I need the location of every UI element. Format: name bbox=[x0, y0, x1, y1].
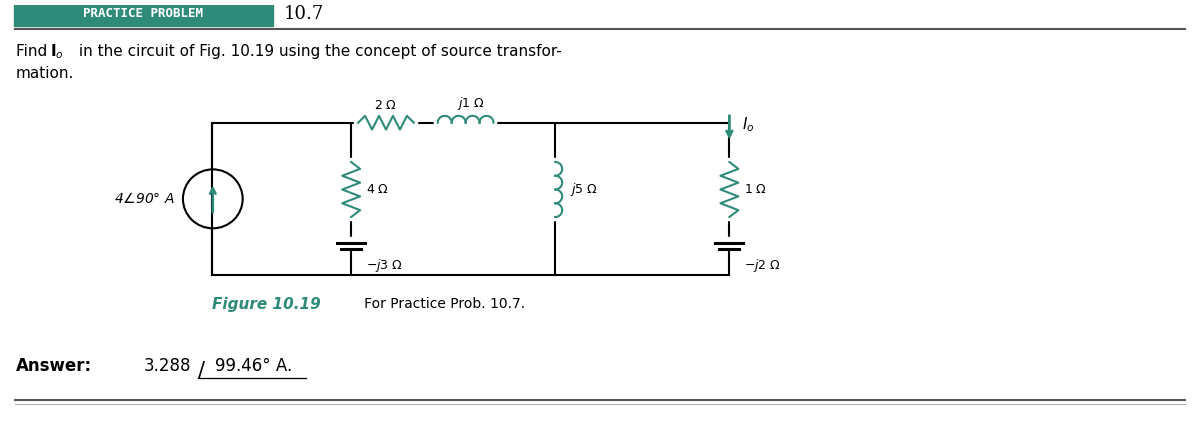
Text: $-j2\ \Omega$: $-j2\ \Omega$ bbox=[744, 257, 781, 274]
Text: 4$\angle$90° A: 4$\angle$90° A bbox=[114, 191, 175, 206]
FancyBboxPatch shape bbox=[13, 1, 272, 27]
Text: $j$5 $\Omega$: $j$5 $\Omega$ bbox=[570, 181, 598, 198]
Text: For Practice Prob. 10.7.: For Practice Prob. 10.7. bbox=[352, 298, 526, 311]
Text: 4 $\Omega$: 4 $\Omega$ bbox=[366, 183, 389, 196]
Text: $j$1 $\Omega$: $j$1 $\Omega$ bbox=[457, 95, 485, 112]
Text: 2 $\Omega$: 2 $\Omega$ bbox=[374, 99, 397, 112]
Text: PRACTICE PROBLEM: PRACTICE PROBLEM bbox=[83, 7, 203, 20]
Text: 99.46° A.: 99.46° A. bbox=[215, 357, 292, 375]
Text: /: / bbox=[198, 360, 205, 380]
Text: Answer:: Answer: bbox=[16, 357, 92, 375]
Text: in the circuit of Fig. 10.19 using the concept of source transfor-: in the circuit of Fig. 10.19 using the c… bbox=[74, 44, 562, 59]
Text: $\mathbf{I}_o$: $\mathbf{I}_o$ bbox=[49, 43, 64, 61]
Text: 10.7: 10.7 bbox=[283, 5, 324, 23]
Text: $-j3\ \Omega$: $-j3\ \Omega$ bbox=[366, 257, 403, 274]
Text: $I_o$: $I_o$ bbox=[743, 115, 755, 134]
Text: mation.: mation. bbox=[16, 66, 74, 81]
Text: 3.288: 3.288 bbox=[144, 357, 192, 375]
Text: Find: Find bbox=[16, 44, 52, 59]
Text: 1 $\Omega$: 1 $\Omega$ bbox=[744, 183, 767, 196]
Text: Figure 10.19: Figure 10.19 bbox=[212, 297, 320, 312]
